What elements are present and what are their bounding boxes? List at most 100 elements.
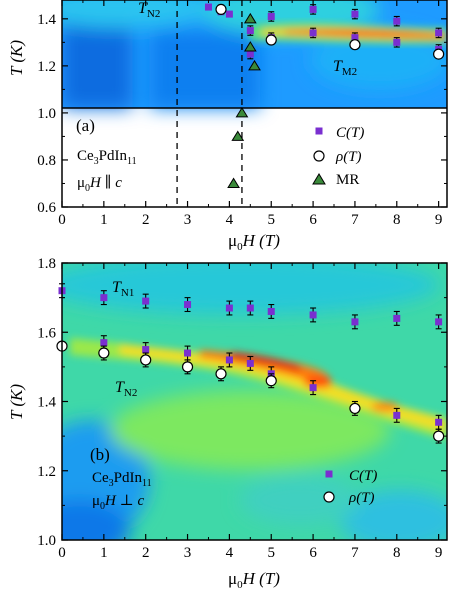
x-tick-label: 7 [351,212,359,228]
data-point-rho [349,402,361,415]
panel-a-annotation-tm2: TM2 [333,58,357,78]
x-tick-label: 6 [309,212,317,228]
x-tick-label: 1 [100,545,108,561]
data-point-c [309,384,317,392]
data-point-mr [235,106,249,118]
panel-b-ylabel: T (K) [7,384,26,420]
data-point-c [351,318,359,326]
panel-b-annotation-tn1: TN1 [112,279,134,299]
data-point-c [184,301,192,309]
panel-a-compound: Ce3PdIn11 [77,148,137,167]
data-point-rho [433,48,445,60]
panel-b-legend: C(T) ρ(T) [323,468,377,506]
data-point-c [225,10,233,18]
panel-a: 0 1 2 3 4 5 6 7 8 9 0.6 0.8 1.0 1.2 1.4 TN2 TM2 (a) Ce… [7,0,448,253]
data-point-c [225,304,233,312]
x-tick-label: 9 [435,545,443,561]
x-tick-label: 6 [309,545,317,561]
legend-a-marker-rho [313,150,325,162]
data-point-rho [349,39,361,51]
data-point-rho [265,34,277,46]
panel-b-field-direction: μ0H ⊥ c [92,493,144,512]
panel-b-label: (b) [90,445,110,464]
data-point-rho [433,430,445,442]
panel-a-dashed-lines [176,0,243,207]
data-point-mr [248,59,261,71]
y-tick-label: 1.6 [37,325,56,341]
panel-b: 0 1 2 3 4 5 6 7 8 9 1.0 1.2 1.4 1.6 1.8 TN1 TN2 (b) Ce… [7,256,448,591]
data-point-c [100,294,108,302]
y-tick-label: 1.8 [37,256,56,272]
legend-a-label-c: C(T) [336,125,364,141]
data-point-c [246,359,254,367]
y-tick-label: 0.8 [37,153,56,169]
data-point-c [393,411,401,419]
panel-b-xlabel: μ0H (T) [228,569,280,591]
legend-b-marker-c [325,470,333,478]
x-tick-label: 4 [226,212,234,228]
data-point-c [142,346,150,354]
data-point-c [225,356,233,364]
panel-a-axes: 0 1 2 3 4 5 6 7 8 9 0.6 0.8 1.0 1.2 1.4 [37,0,447,228]
y-tick-label: 1.0 [37,106,56,122]
y-tick-label: 1.4 [37,12,56,28]
data-point-rho [181,361,194,373]
panel-b-compound: Ce3PdIn11 [92,470,152,489]
legend-b-marker-rho [323,491,335,503]
data-point-c [204,3,212,11]
panel-a-label: (a) [76,116,95,135]
data-point-c [309,311,317,319]
data-point-rho [265,375,277,387]
x-tick-label: 8 [393,212,401,228]
y-tick-label: 1.0 [37,533,56,549]
panel-b-heatmap [62,263,447,540]
legend-a-label-mr: MR [336,172,359,188]
x-tick-label: 9 [435,212,443,228]
panel-b-annotation-tn2: TN2 [115,379,137,399]
x-tick-label: 4 [226,545,234,561]
legend-a-marker-c [315,127,323,135]
x-tick-label: 0 [58,212,66,228]
y-tick-label: 1.2 [37,59,56,75]
data-point-c [246,27,254,35]
data-point-rho [140,354,152,366]
data-point-c [142,297,150,305]
panel-b-axes: 0 1 2 3 4 5 6 7 8 9 1.0 1.2 1.4 1.6 1.8 [37,256,447,561]
data-point-c [267,12,275,20]
legend-b-label-c: C(T) [349,468,377,484]
data-point-c [435,418,443,426]
panel-a-legend: C(T) ρ(T) MR [312,125,364,188]
data-point-c [393,314,401,322]
data-point-c [246,50,254,58]
data-point-c [435,29,443,37]
x-tick-label: 3 [184,545,192,561]
data-point-c [100,339,108,347]
panel-a-ylabel: T (K) [7,40,26,76]
panel-a-annotation-tn2: TN2 [138,0,160,20]
y-tick-label: 0.6 [37,200,56,216]
data-point-rho [215,368,227,380]
data-point-c [393,38,401,46]
data-point-c [393,17,401,25]
panel-a-field-direction: μ0H ∥ c [77,174,122,194]
data-point-c [435,318,443,326]
x-tick-label: 0 [58,545,66,561]
x-tick-label: 5 [267,212,275,228]
legend-b-label-rho: ρ(T) [348,490,375,506]
data-point-c [267,307,275,315]
panel-a-xlabel: μ0H (T) [228,231,280,253]
x-tick-label: 2 [142,212,150,228]
x-tick-label: 2 [142,545,150,561]
data-point-mr [243,12,257,24]
y-tick-label: 1.2 [37,464,56,480]
legend-a-marker-mr [312,173,326,185]
data-point-c [184,349,192,357]
data-point-rho [98,347,110,359]
data-point-c [351,10,359,18]
data-point-rho [215,3,227,16]
data-point-c [351,34,359,42]
y-tick-label: 1.4 [37,395,56,411]
data-point-mr [227,177,240,188]
legend-a-label-rho: ρ(T) [335,149,362,165]
